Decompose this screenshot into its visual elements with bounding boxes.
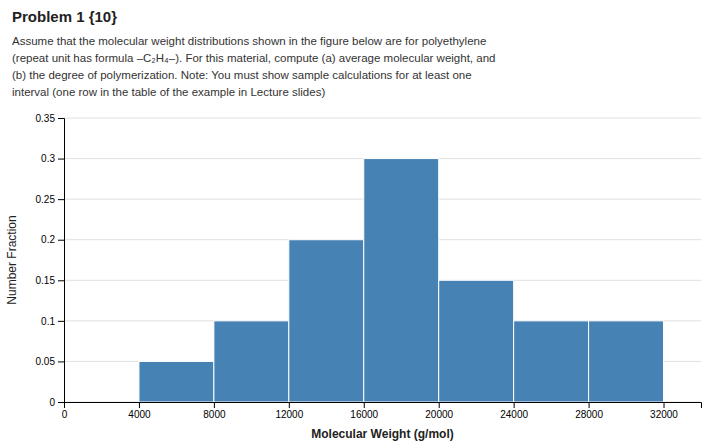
bars bbox=[139, 159, 664, 402]
bar bbox=[364, 159, 439, 402]
y-tick-label: 0.2 bbox=[41, 234, 55, 245]
y-tick-label: 0.15 bbox=[36, 275, 56, 286]
y-tick-label: 0.3 bbox=[41, 153, 55, 164]
x-tick: 28000 bbox=[575, 402, 603, 420]
y-tick-label: 0.1 bbox=[41, 316, 55, 327]
x-axis-label: Molecular Weight (g/mol) bbox=[311, 427, 453, 441]
y-tick: 0.35 bbox=[36, 113, 64, 124]
bar bbox=[439, 280, 514, 402]
grid-line bbox=[64, 118, 701, 119]
y-tick-mark bbox=[58, 118, 64, 119]
y-axis-line bbox=[58, 119, 65, 403]
y-tick-mark bbox=[58, 361, 64, 362]
y-tick: 0.15 bbox=[36, 275, 64, 286]
x-tick-label: 20000 bbox=[425, 409, 453, 420]
bar bbox=[589, 321, 664, 402]
x-tick: 12000 bbox=[275, 402, 303, 420]
y-tick-label: 0 bbox=[49, 397, 55, 408]
y-tick-mark bbox=[58, 240, 64, 241]
x-tick-label: 0 bbox=[62, 409, 68, 420]
bar bbox=[514, 321, 589, 402]
paragraph-line: (repeat unit has formula –C₂H₄–). For th… bbox=[12, 52, 495, 64]
y-tick-mark bbox=[58, 402, 64, 403]
x-tick-mark bbox=[364, 402, 365, 408]
y-axis: 0 0.05 0.1 0.15 0.2 0.25 0.3 0.35 bbox=[36, 113, 65, 408]
x-tick: 16000 bbox=[350, 402, 378, 420]
y-tick: 0 bbox=[49, 397, 64, 408]
paragraph-line: (b) the degree of polymerization. Note: … bbox=[12, 69, 472, 81]
x-tick-label: 16000 bbox=[350, 409, 378, 420]
x-tick-mark bbox=[139, 402, 140, 408]
bar bbox=[214, 321, 289, 402]
y-tick-mark bbox=[58, 159, 64, 160]
x-tick-mark bbox=[214, 402, 215, 408]
x-tick-label: 32000 bbox=[650, 409, 678, 420]
x-tick-mark bbox=[439, 402, 440, 408]
x-tick: 32000 bbox=[650, 402, 678, 420]
y-tick-label: 0.25 bbox=[36, 194, 56, 205]
y-tick: 0.25 bbox=[36, 194, 64, 205]
grid bbox=[64, 118, 701, 402]
y-tick: 0.05 bbox=[36, 356, 64, 367]
x-tick-label: 24000 bbox=[500, 409, 528, 420]
paragraph-line: interval (one row in the table of the ex… bbox=[12, 86, 325, 98]
x-tick-label: 12000 bbox=[275, 409, 303, 420]
y-tick-mark bbox=[58, 199, 64, 200]
x-axis-line bbox=[65, 403, 702, 409]
x-tick: 24000 bbox=[500, 402, 528, 420]
x-tick-mark bbox=[514, 402, 515, 408]
y-tick-label: 0.05 bbox=[36, 356, 56, 367]
y-tick-label: 0.35 bbox=[36, 113, 56, 124]
paragraph-line: Assume that the molecular weight distrib… bbox=[12, 35, 486, 47]
x-tick-mark bbox=[589, 402, 590, 408]
x-tick-label: 8000 bbox=[203, 409, 226, 420]
plot: 0400080001200016000200002400028000320000… bbox=[36, 113, 702, 420]
x-tick-mark bbox=[664, 402, 665, 408]
y-tick-mark bbox=[58, 321, 64, 322]
x-tick: 4000 bbox=[128, 402, 151, 420]
bar bbox=[289, 240, 364, 402]
bar bbox=[139, 361, 214, 402]
x-tick-label: 4000 bbox=[128, 409, 151, 420]
x-axis: 0 4000 8000 12000 16000 20000 24000 28000 32000 bbox=[62, 402, 702, 420]
y-tick: 0.1 bbox=[41, 316, 64, 327]
x-tick-mark bbox=[289, 402, 290, 408]
x-tick-label: 28000 bbox=[575, 409, 603, 420]
y-tick-mark bbox=[58, 280, 64, 281]
y-tick: 0.2 bbox=[41, 234, 64, 245]
title: Problem 1 {10} bbox=[12, 8, 117, 25]
y-axis-label: Number Fraction bbox=[5, 215, 19, 304]
y-tick: 0.3 bbox=[41, 153, 64, 164]
x-tick: 8000 bbox=[203, 402, 226, 420]
x-tick: 0 bbox=[62, 402, 68, 420]
x-tick: 20000 bbox=[425, 402, 453, 420]
chart: Problem 1 {10} Assume that the molecular … bbox=[0, 0, 725, 448]
